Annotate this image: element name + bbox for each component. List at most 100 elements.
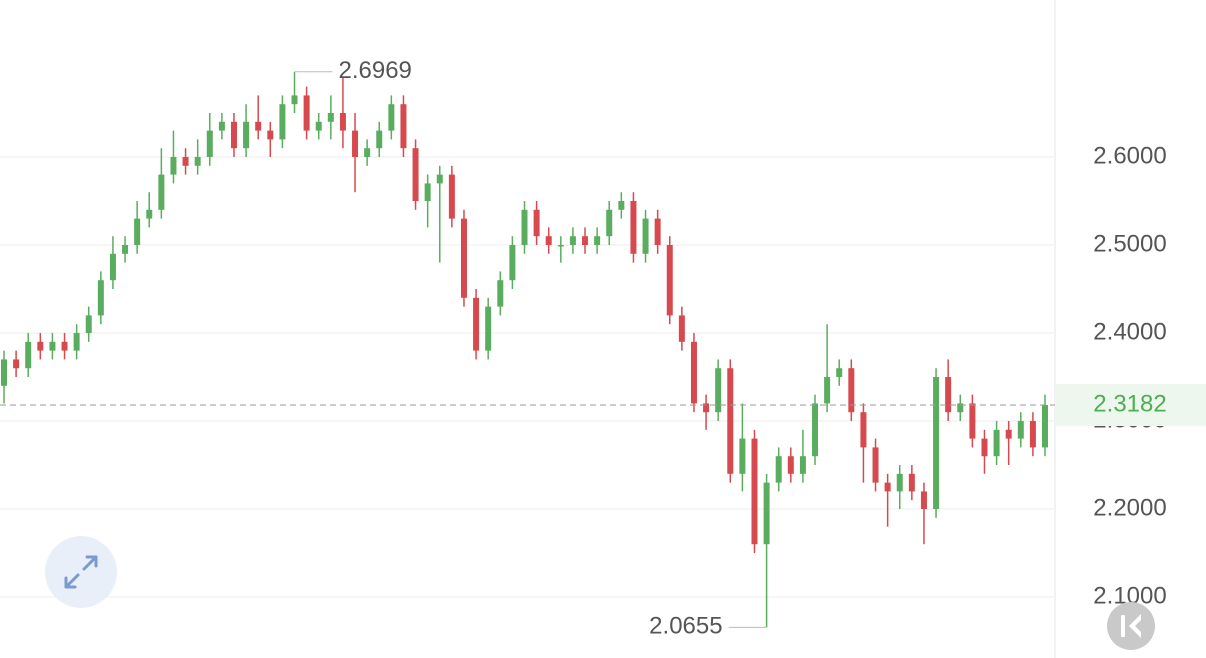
candle-body: [739, 438, 746, 474]
candle-body: [666, 245, 673, 316]
candle-body: [279, 104, 286, 140]
candle-body: [352, 130, 359, 157]
candle-body: [25, 341, 32, 369]
candle-body: [364, 148, 371, 157]
candle-body: [400, 104, 407, 149]
candle-body: [824, 377, 831, 404]
candle-body: [509, 245, 516, 281]
candle-body: [654, 218, 661, 246]
candle-body: [836, 368, 843, 378]
candle-body: [703, 403, 710, 413]
candle-body: [109, 253, 116, 281]
candle-body: [122, 245, 129, 254]
candle-body: [896, 473, 903, 492]
candle-body: [727, 368, 734, 474]
candle-body: [448, 174, 455, 219]
candle-body: [957, 403, 964, 413]
candle-body: [872, 447, 879, 483]
candle-body: [485, 306, 492, 351]
candle-body: [775, 456, 782, 483]
candle-body: [799, 456, 806, 474]
last-price-box: [1055, 383, 1206, 426]
candle-body: [606, 209, 613, 237]
candle-body: [860, 412, 867, 448]
scroll-latest-icon: [1121, 614, 1141, 638]
candle-body: [993, 429, 1000, 457]
candle-body: [594, 236, 601, 246]
candle-body: [170, 156, 177, 175]
candle-body: [37, 341, 44, 351]
candle-body: [267, 130, 274, 140]
candle-body: [436, 174, 443, 184]
candle-body: [582, 236, 589, 246]
candle-body: [424, 183, 431, 202]
candle-body: [1029, 421, 1036, 448]
y-tick-label: 2.2000: [1093, 494, 1166, 521]
expand-button[interactable]: [45, 536, 117, 608]
candle-body: [981, 438, 988, 457]
candle-body: [146, 209, 153, 219]
candle-body: [521, 209, 528, 246]
candle-body: [73, 333, 80, 351]
candle-body: [884, 482, 891, 492]
candle-body: [291, 95, 298, 105]
candle-body: [908, 473, 915, 492]
candle-body: [194, 156, 201, 166]
candle-body: [303, 95, 310, 131]
candle-body: [61, 341, 68, 351]
candle-body: [933, 377, 940, 510]
candle-body: [678, 315, 685, 342]
candle-body: [376, 130, 383, 149]
candle-body: [218, 121, 225, 131]
y-tick-label: 2.6000: [1093, 142, 1166, 169]
candle-body: [715, 368, 722, 413]
candle-body: [618, 201, 625, 210]
candle-body: [533, 209, 540, 237]
candle-body: [230, 121, 237, 149]
expand-icon: [64, 555, 98, 589]
candle-body: [412, 148, 419, 202]
candle-body: [315, 121, 322, 131]
candle-body: [134, 218, 141, 246]
candle-body: [945, 377, 952, 413]
candle-body: [460, 218, 467, 298]
candle-body: [630, 201, 637, 254]
candle-body: [255, 121, 262, 131]
candle-body: [327, 112, 334, 122]
candle-body: [388, 104, 395, 131]
candle-body: [473, 297, 480, 351]
last-price-label: 2.3182: [1093, 390, 1166, 417]
candle-body: [545, 236, 552, 246]
candle-body: [1017, 421, 1024, 439]
candle-body: [812, 403, 819, 457]
candle-body: [206, 130, 213, 157]
max-label: 2.6969: [339, 57, 412, 84]
candle-body: [787, 456, 794, 474]
candle-body: [848, 368, 855, 413]
candle-body: [1042, 404, 1048, 448]
candle-body: [920, 491, 927, 510]
candle-body: [690, 341, 697, 404]
candle-body: [158, 174, 165, 210]
candle-body: [1005, 429, 1012, 439]
candle-body: [85, 315, 92, 334]
y-tick-label: 2.4000: [1093, 318, 1166, 345]
candle-body: [497, 280, 504, 307]
candle-body: [763, 482, 770, 545]
candle-body: [182, 156, 189, 166]
min-label: 2.0655: [649, 613, 722, 640]
candle-body: [339, 112, 346, 131]
y-tick-label: 2.5000: [1093, 230, 1166, 257]
candle-body: [969, 403, 976, 439]
candle-body: [1, 359, 7, 386]
candle-body: [569, 236, 576, 246]
candle-body: [751, 438, 758, 545]
candle-body: [642, 218, 649, 254]
candle-body: [49, 341, 56, 351]
candle-body: [13, 359, 20, 369]
candle-body: [97, 280, 104, 316]
candle-body: [243, 121, 250, 149]
candle-body: [557, 245, 564, 247]
